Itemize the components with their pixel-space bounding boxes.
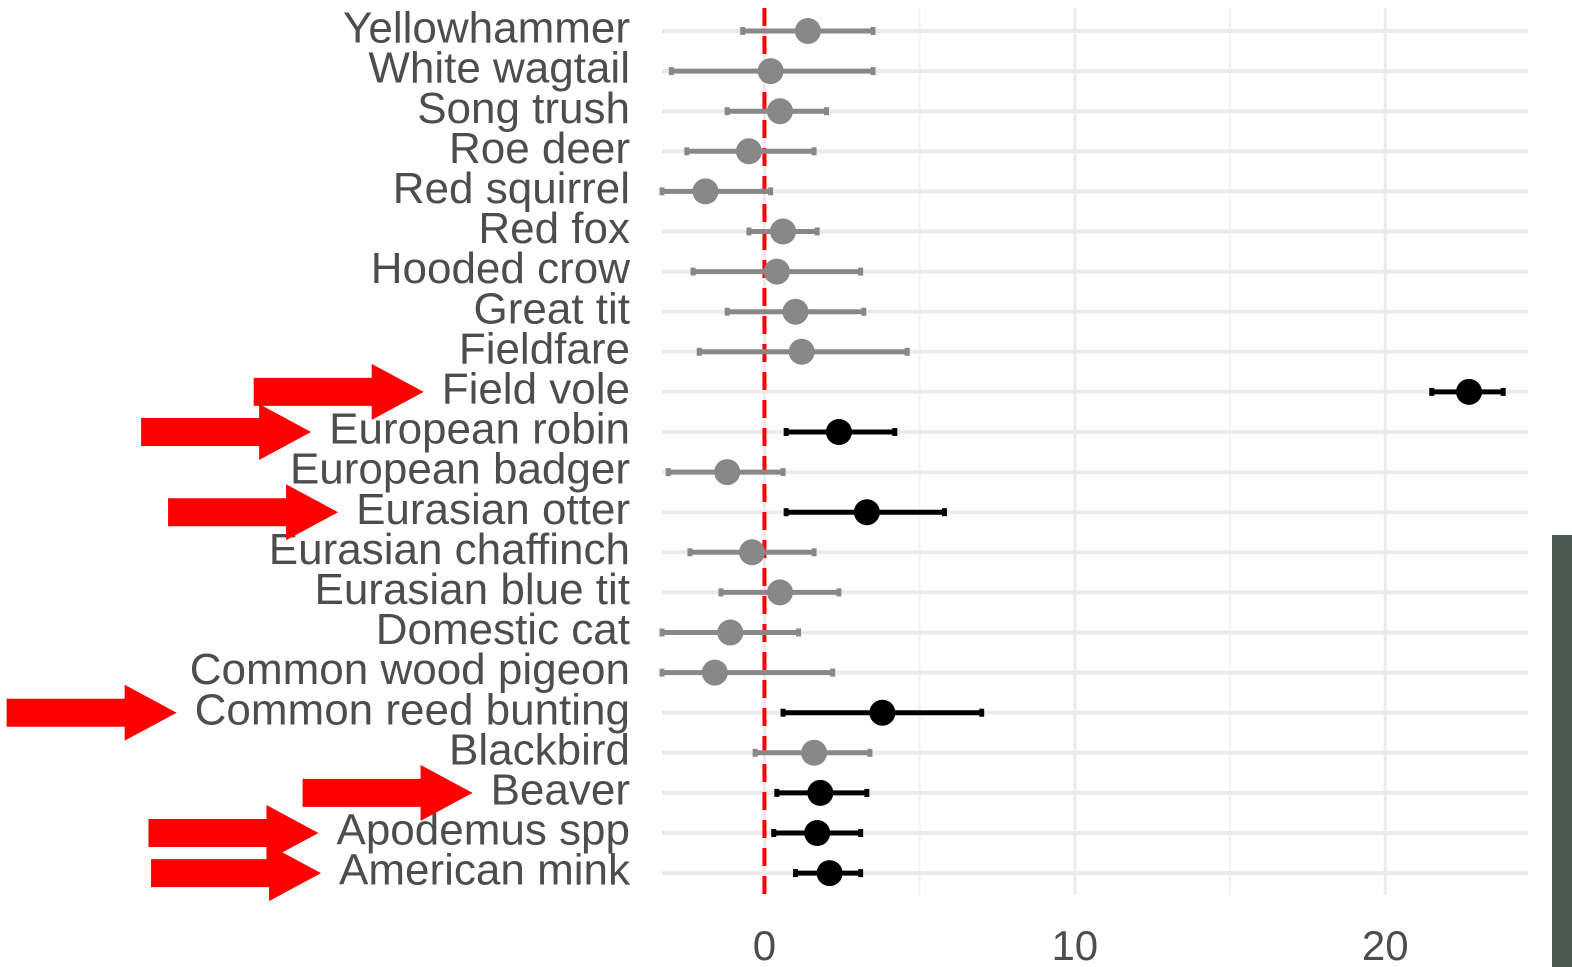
arrow [151,845,322,902]
category-label: Domestic cat [376,605,630,654]
category-label: Common reed bunting [195,685,630,734]
category-label: Eurasian chaffinch [269,525,630,574]
point [853,499,880,526]
arrow [141,404,312,460]
point [794,18,821,44]
x-tick-label: 20 [1362,922,1409,967]
x-tick-label: 10 [1051,922,1098,967]
point [1456,378,1483,405]
point [807,779,834,806]
photo-edge [1552,535,1572,967]
x-tick-label: 0 [753,922,776,967]
point [735,138,762,165]
point [869,699,896,726]
category-label: White wagtail [368,44,630,93]
category-label: Red squirrel [393,164,630,213]
point [757,58,784,85]
category-label: Field vole [442,365,630,414]
point [804,820,831,846]
category-label: Eurasian otter [356,485,630,534]
category-label: Great tit [474,284,631,333]
point [825,419,852,445]
category-label: Fieldfare [459,324,630,373]
point [816,860,843,887]
point [701,659,728,686]
category-label: Beaver [491,766,630,815]
category-label: Song trush [417,84,630,133]
point [766,579,793,606]
category-label: Common wood pigeon [190,645,630,694]
category-label: Roe deer [449,124,630,173]
arrow [148,805,319,861]
category-label: Apodemus spp [336,806,630,855]
point [766,98,793,125]
arrow [168,484,339,541]
category-label: Red fox [478,204,630,253]
point [782,298,809,325]
arrow [253,363,424,420]
point [788,338,815,365]
category-label: Yellowhammer [343,4,630,53]
category-label: Blackbird [449,725,630,774]
arrow [302,764,473,821]
category-label: Hooded crow [371,244,630,293]
point [770,218,797,245]
category-label: American mink [339,846,631,895]
category-label: Eurasian blue tit [314,565,630,614]
point [739,539,766,566]
point [717,619,744,646]
point [714,459,741,486]
point [763,258,790,285]
point [801,739,828,766]
arrow [6,684,177,741]
category-label: European badger [290,445,630,494]
point [692,178,719,205]
